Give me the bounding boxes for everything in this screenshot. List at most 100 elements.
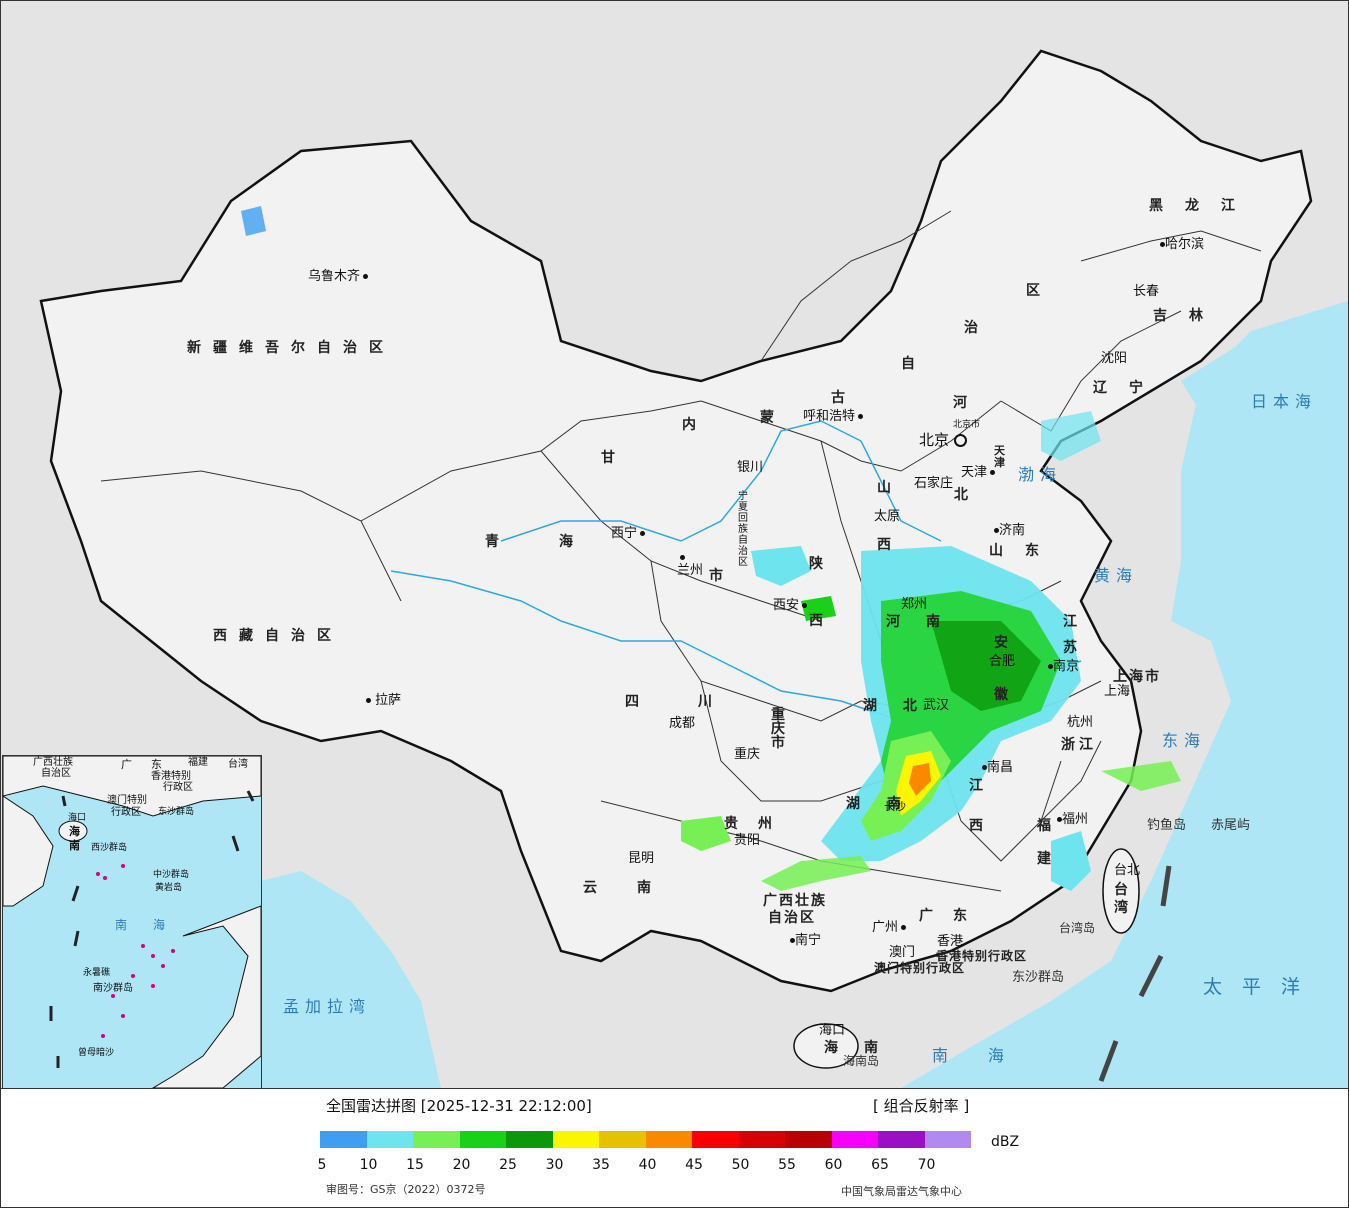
radar-echoes xyxy=(241,206,1181,891)
inset-label: 行政区 xyxy=(163,782,193,793)
color-swatch xyxy=(831,1131,878,1148)
province-label: 天 xyxy=(994,444,1017,457)
city-label: 成都 xyxy=(669,716,696,731)
mosaic-title: 全国雷达拼图 [2025-12-31 22:12:00] xyxy=(326,1097,592,1115)
inset-label: 南沙群岛 xyxy=(93,983,133,994)
inset-label: 中沙群岛 xyxy=(153,870,190,880)
city-label: 福州 xyxy=(1054,813,1088,826)
sea-label: 太平洋 xyxy=(1203,976,1321,998)
inset-label: 广 xyxy=(121,758,132,771)
province-label: 吉林 xyxy=(1153,308,1225,324)
province-label: 上海市 xyxy=(1113,669,1161,685)
color-swatch xyxy=(692,1131,739,1148)
island-label: 台湾岛 xyxy=(1059,921,1096,935)
province-label: 四 xyxy=(625,694,651,710)
color-swatch xyxy=(878,1131,925,1148)
nine-dash-marks xyxy=(1098,865,1172,1082)
source-agency: 中国气象局雷达气象中心 xyxy=(841,1185,962,1198)
province-label: 西 xyxy=(877,537,903,553)
province-label: 徽 xyxy=(994,687,1020,703)
city-label: 郑州 xyxy=(901,597,928,612)
city-label: 天津 xyxy=(961,466,996,479)
city-label: 银川 xyxy=(737,460,764,475)
south-china-sea-inset: 广西壮族 自治区 广 东 福建 台湾 香港特别 行政区 澳门特别 行政区 海口 … xyxy=(2,755,262,1088)
inset-label: 行政区 xyxy=(111,807,141,818)
city-label: 南昌 xyxy=(979,761,1013,774)
province-label: 南 xyxy=(864,1040,890,1056)
inset-label: 香港特别 xyxy=(151,771,191,782)
inset-label: 东沙群岛 xyxy=(158,807,195,817)
sea-label: 南海 xyxy=(932,1046,1045,1065)
color-swatch xyxy=(459,1131,506,1148)
province-label: 黑龙江 xyxy=(1149,198,1257,214)
city-label: 香港 xyxy=(937,934,964,949)
color-swatch xyxy=(924,1131,971,1148)
province-label: 北京市 xyxy=(953,420,981,430)
color-swatch xyxy=(645,1131,692,1148)
sea-label: 黄海 xyxy=(1094,566,1139,585)
inset-label: 黄岩岛 xyxy=(155,883,183,893)
color-swatch xyxy=(413,1131,460,1148)
city-label: 台北 xyxy=(1114,863,1141,878)
product-type: [ 组合反射率 ] xyxy=(873,1097,970,1115)
province-label: 南 xyxy=(887,796,913,812)
city-label: 济南 xyxy=(991,524,1025,537)
province-label: 自 xyxy=(901,356,927,372)
province-label: 北 xyxy=(903,698,929,714)
inset-label: 海 xyxy=(69,825,80,838)
scale-tick: 65 xyxy=(871,1157,889,1173)
inset-label: 南 xyxy=(69,839,80,852)
sea-label: 孟加拉湾 xyxy=(283,997,372,1016)
scale-tick: 55 xyxy=(778,1157,796,1173)
scale-tick: 50 xyxy=(731,1157,750,1173)
city-label: 昆明 xyxy=(628,851,655,866)
province-label: 西 xyxy=(969,818,995,834)
province-label: 山东 xyxy=(989,543,1061,559)
province-label: 苏 xyxy=(1063,640,1089,656)
province-label: 新疆维吾尔自治区 xyxy=(187,340,395,356)
province-label: 河 xyxy=(953,395,979,411)
province-label: 蒙 xyxy=(760,410,786,426)
city-label: 石家庄 xyxy=(914,476,954,491)
province-label: 古 xyxy=(831,390,857,406)
radar-map: 新疆维吾尔自治区 西藏自治区 青海 甘 内 蒙 古 黑龙江 吉林 辽宁 区 治 … xyxy=(1,1,1348,1089)
city-label: 北京 xyxy=(919,433,967,448)
province-label: 甘 xyxy=(601,450,627,466)
bay-of-bengal xyxy=(261,871,441,1088)
map-canvas xyxy=(39,49,1348,1088)
city-label: 广州 xyxy=(872,921,907,934)
city-label: 海口 xyxy=(819,1023,846,1038)
inset-label: 永暑礁 xyxy=(83,968,111,978)
city-label: 上海 xyxy=(1104,684,1131,699)
inset-label: 台湾 xyxy=(228,759,248,770)
province-label: 湖 xyxy=(846,796,872,812)
city-label: 沈阳 xyxy=(1101,351,1128,366)
inset-label: 南 xyxy=(115,918,134,932)
scale-tick: 70 xyxy=(917,1157,936,1173)
province-label: 山 xyxy=(877,480,903,496)
city-label: 兰州 xyxy=(677,551,703,577)
scale-tick: 5 xyxy=(317,1157,327,1173)
city-label: 杭州 xyxy=(1067,715,1094,730)
city-label: 西安 xyxy=(773,599,808,612)
city-label: 哈尔滨 xyxy=(1157,238,1204,251)
province-label: 福 xyxy=(1037,818,1063,834)
color-swatch xyxy=(599,1131,646,1148)
legend: 全国雷达拼图 [2025-12-31 22:12:00] [ 组合反射率 ] d… xyxy=(1,1089,1348,1207)
province-label: 江 xyxy=(1063,614,1089,630)
scale-tick: 35 xyxy=(592,1157,610,1173)
city-label: 澳门 xyxy=(889,945,916,960)
province-label: 西藏自治区 xyxy=(213,628,343,644)
city-label: 南宁 xyxy=(787,934,821,947)
province-label: 浙江 xyxy=(1061,737,1097,753)
scale-tick: 15 xyxy=(406,1157,424,1173)
color-swatch xyxy=(738,1131,785,1148)
province-label: 辽宁 xyxy=(1093,380,1165,396)
province-label: 陕 xyxy=(809,556,835,572)
island-label: 东沙群岛 xyxy=(1012,970,1065,985)
color-swatch xyxy=(785,1131,832,1148)
province-label: 建 xyxy=(1037,851,1063,867)
city-label: 南京 xyxy=(1045,660,1079,673)
province-label: 内 xyxy=(682,417,708,433)
province-label: 安 xyxy=(994,635,1020,651)
